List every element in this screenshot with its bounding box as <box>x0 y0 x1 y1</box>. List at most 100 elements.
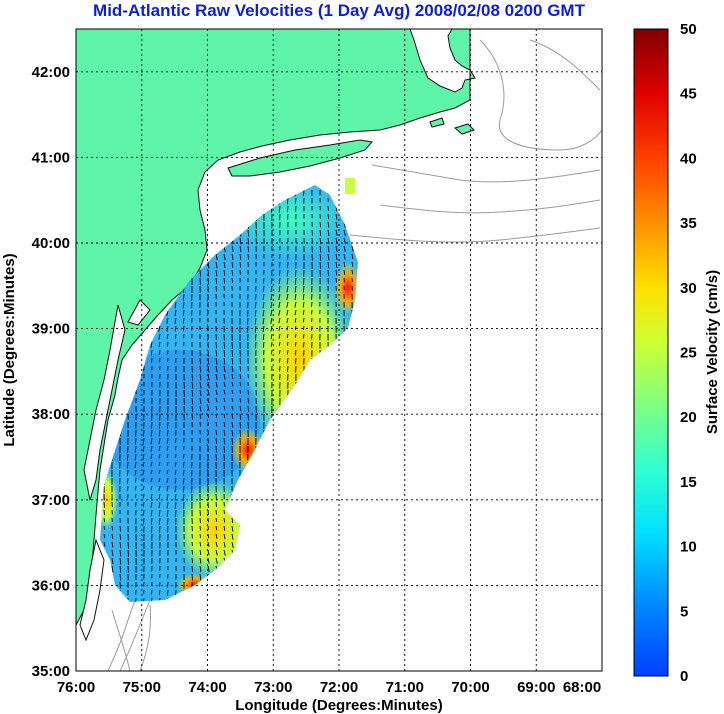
velocity-arrow <box>215 261 218 269</box>
velocity-arrow <box>167 517 169 525</box>
velocity-arrow <box>254 301 257 309</box>
velocity-arrow <box>158 437 161 444</box>
velocity-patch-blue-center <box>100 350 260 490</box>
velocity-arrow <box>278 333 281 339</box>
velocity-arrow <box>294 325 297 331</box>
velocity-arrow <box>111 525 114 531</box>
velocity-arrow <box>223 357 226 365</box>
velocity-arrow <box>191 549 193 555</box>
velocity-arrow <box>150 597 153 602</box>
velocity-arrow <box>207 533 210 539</box>
velocity-arrow <box>174 453 177 458</box>
velocity-arrow <box>239 237 242 245</box>
velocity-arrow <box>215 429 218 436</box>
velocity-arrow <box>223 373 226 380</box>
colorbar-tick-label: 15 <box>680 474 697 491</box>
velocity-arrow <box>175 437 177 444</box>
velocity-arrow <box>215 357 218 365</box>
velocity-arrow <box>223 549 226 556</box>
velocity-arrow <box>335 277 337 284</box>
velocity-arrow <box>294 317 297 323</box>
velocity-arrow <box>191 389 194 397</box>
velocity-arrow <box>262 341 265 348</box>
velocity-arrow <box>247 253 249 260</box>
chesapeake-bay <box>83 304 126 501</box>
velocity-arrow <box>327 213 330 220</box>
velocity-arrow <box>158 333 161 340</box>
velocity-arrow <box>223 541 226 548</box>
velocity-arrow <box>231 429 234 437</box>
velocity-arrow <box>239 421 242 429</box>
velocity-arrow <box>167 421 169 429</box>
velocity-arrow <box>327 261 330 269</box>
velocity-arrow <box>231 261 234 268</box>
velocity-arrow <box>254 333 257 341</box>
velocity-arrow <box>158 445 161 452</box>
velocity-arrow <box>302 317 305 323</box>
velocity-arrow <box>286 197 289 205</box>
velocity-arrow <box>142 493 145 499</box>
velocity-arrow <box>247 397 250 404</box>
velocity-arrow <box>174 493 177 501</box>
velocity-arrow <box>270 309 273 316</box>
velocity-arrow <box>191 381 194 389</box>
velocity-arrow <box>286 301 289 308</box>
velocity-arrow <box>159 525 161 533</box>
velocity-arrow <box>158 341 161 348</box>
velocity-arrow <box>207 381 210 388</box>
velocity-arrow <box>150 453 153 460</box>
velocity-arrow <box>191 565 193 572</box>
velocity-arrow <box>150 349 153 356</box>
velocity-arrow <box>343 277 345 283</box>
velocity-arrow <box>158 453 161 459</box>
velocity-arrow <box>247 317 249 325</box>
velocity-arrow <box>270 341 273 347</box>
velocity-arrow <box>166 453 169 459</box>
velocity-arrow <box>335 245 338 253</box>
velocity-arrow <box>150 341 153 348</box>
velocity-arrow <box>287 205 289 213</box>
velocity-arrow <box>111 549 114 556</box>
velocity-arrow <box>262 293 265 301</box>
velocity-arrow <box>319 237 322 245</box>
velocity-arrow <box>223 381 226 387</box>
velocity-arrow <box>199 565 202 573</box>
island-east-2 <box>429 117 445 128</box>
velocity-arrow <box>199 365 202 373</box>
velocity-arrow <box>247 405 250 412</box>
velocity-arrow <box>142 445 145 453</box>
velocity-arrow <box>166 341 169 347</box>
velocity-arrow <box>103 541 106 547</box>
velocity-arrow <box>287 261 289 269</box>
x-tick-label: 69:00 <box>517 679 555 696</box>
velocity-arrow <box>166 461 169 466</box>
velocity-arrow <box>207 405 210 411</box>
velocity-arrow <box>247 237 250 245</box>
y-tick-label: 41:00 <box>32 149 70 166</box>
velocity-arrow <box>255 293 257 300</box>
velocity-arrow <box>158 501 161 508</box>
velocity-arrow <box>142 501 145 508</box>
velocity-arrow <box>239 429 241 437</box>
bathymetry-contour-offshore <box>349 164 601 243</box>
velocity-arrow <box>159 581 161 587</box>
velocity-arrow <box>319 229 322 236</box>
velocity-arrow <box>270 301 273 309</box>
colorbar-tick-label: 25 <box>680 345 697 362</box>
velocity-arrow <box>142 453 145 460</box>
velocity-arrow <box>343 237 346 244</box>
velocity-arrow <box>182 301 185 309</box>
velocity-arrow <box>175 509 177 517</box>
velocity-arrow <box>215 285 217 292</box>
velocity-arrow <box>239 253 242 260</box>
velocity-arrow <box>134 469 137 476</box>
velocity-arrow <box>239 413 242 420</box>
velocity-arrow <box>286 357 289 364</box>
y-tick-label: 37:00 <box>32 492 70 509</box>
velocity-arrow <box>231 349 234 357</box>
velocity-arrow <box>199 525 201 531</box>
velocity-arrow <box>262 325 265 333</box>
velocity-arrow <box>294 285 297 293</box>
velocity-arrow <box>134 461 137 468</box>
velocity-arrow <box>167 349 169 355</box>
